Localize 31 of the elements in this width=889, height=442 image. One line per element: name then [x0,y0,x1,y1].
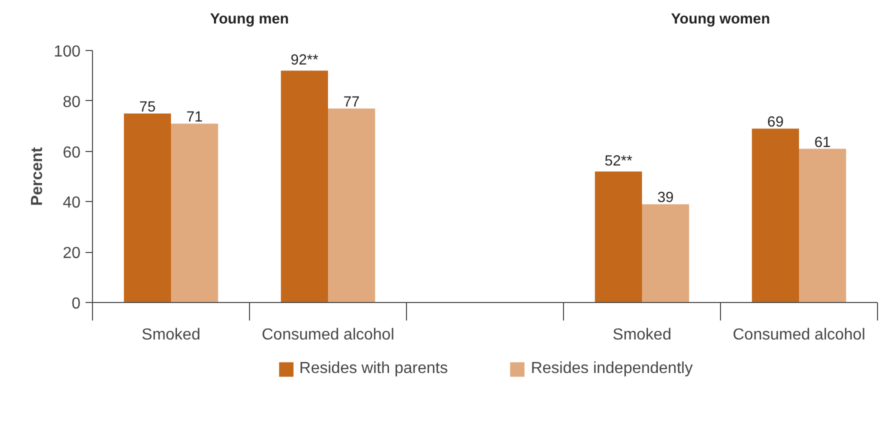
data-label: 52** [604,153,633,170]
y-tick-label: 80 [62,94,81,111]
data-label: 39 [657,190,674,206]
bar [799,148,846,302]
y-tick-label: 0 [72,296,81,312]
x-tick-label: Smoked [612,326,672,344]
data-label: 75 [139,100,156,116]
bar [124,114,171,302]
legend-label: Resides independently [530,360,693,378]
bar [594,171,642,302]
data-label: 92** [290,52,319,69]
bar [171,124,218,302]
x-tick-label: Smoked [142,326,200,344]
text: Young men [210,12,289,28]
y-tick-label: 100 [54,44,81,60]
y-tick-label: 40 [62,194,81,212]
data-label: 69 [767,114,784,131]
data-label: 71 [186,110,203,126]
legend-label: Resides with parents [299,360,448,378]
bar [280,70,328,302]
y-axis-title: Percent [28,146,46,206]
y-tick-label: 20 [62,245,81,262]
data-label: 77 [343,94,360,110]
x-tick-label: Consumed alcohol [262,326,394,344]
bar [642,204,690,302]
data-label: 61 [814,134,831,151]
bar [752,128,799,302]
x-tick-label: Consumed alcohol [732,326,866,344]
text: Young women [670,12,770,28]
y-tick-label: 60 [62,144,81,162]
bar [328,108,376,302]
